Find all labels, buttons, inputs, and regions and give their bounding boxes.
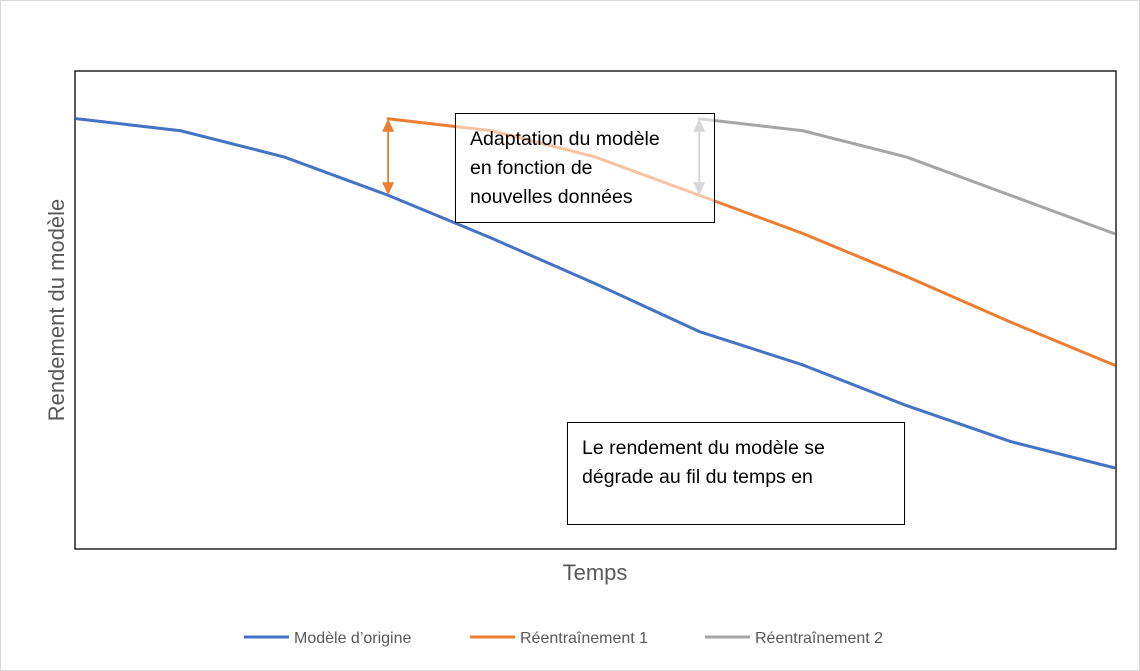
legend-label: Réentraînement 2 — [755, 630, 883, 647]
series-3-point — [1008, 193, 1012, 197]
annotation-adapt-line: en fonction de — [470, 157, 593, 179]
series-2-point — [1008, 320, 1012, 324]
series-1-point — [1112, 466, 1116, 470]
annotation-degrade-line: dégrade au fil du temps en — [582, 466, 813, 488]
series-3-point — [905, 155, 909, 159]
series-2-point — [801, 232, 805, 236]
arrow-head-up — [382, 118, 395, 132]
legend-label: Réentraînement 1 — [520, 630, 648, 647]
series-line-3 — [699, 117, 1115, 235]
series-1-point — [905, 404, 909, 408]
annotation-adapt-box: Adaptation du modèle en fonction de nouv… — [455, 113, 715, 223]
annotation-degrade-line: Le rendement du modèle se — [582, 437, 825, 459]
legend-item-2: Réentraînement 1 — [470, 630, 648, 647]
series-1-point — [801, 363, 805, 367]
series-1-point — [697, 330, 701, 334]
y-axis-label: Rendement du modèle — [44, 199, 69, 422]
series-1-point — [594, 282, 597, 286]
legend-label: Modèle d’origine — [294, 630, 412, 647]
series-2-point — [1112, 363, 1116, 367]
legend-item-3: Réentraînement 2 — [705, 630, 883, 647]
series-1-point — [490, 236, 494, 240]
series-3-point — [1112, 232, 1116, 236]
double-arrow-1 — [382, 118, 395, 196]
arrow-head-down — [382, 182, 395, 196]
series-1-point — [282, 155, 286, 159]
annotation-adapt-line: Adaptation du modèle — [470, 128, 660, 150]
annotation-degrade-box: Le rendement du modèle se dégrade au fil… — [567, 422, 905, 525]
series-1-point — [1008, 439, 1012, 443]
legend: Modèle d’origine Réentraînement 1 Réentraî… — [244, 630, 883, 647]
x-axis-label: Temps — [563, 560, 628, 585]
plot-area — [74, 70, 1117, 550]
series-3-point — [801, 129, 805, 133]
annotation-adapt-line: nouvelles données — [470, 186, 633, 208]
series-1-point — [75, 117, 79, 121]
series-1-point — [179, 129, 183, 133]
legend-item-1: Modèle d’origine — [244, 630, 412, 647]
series-2-point — [905, 275, 909, 279]
